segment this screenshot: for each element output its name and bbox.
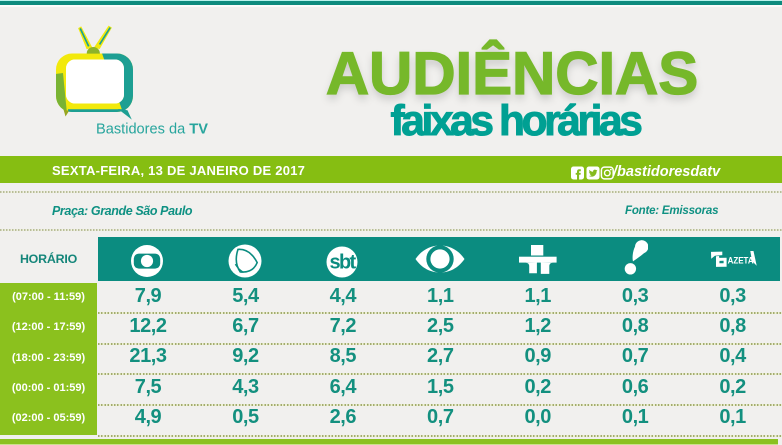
- svg-text:sbt: sbt: [330, 251, 357, 273]
- svg-text:AZETA: AZETA: [728, 254, 754, 265]
- svg-text:Bastidores da TV: Bastidores da TV: [96, 122, 208, 138]
